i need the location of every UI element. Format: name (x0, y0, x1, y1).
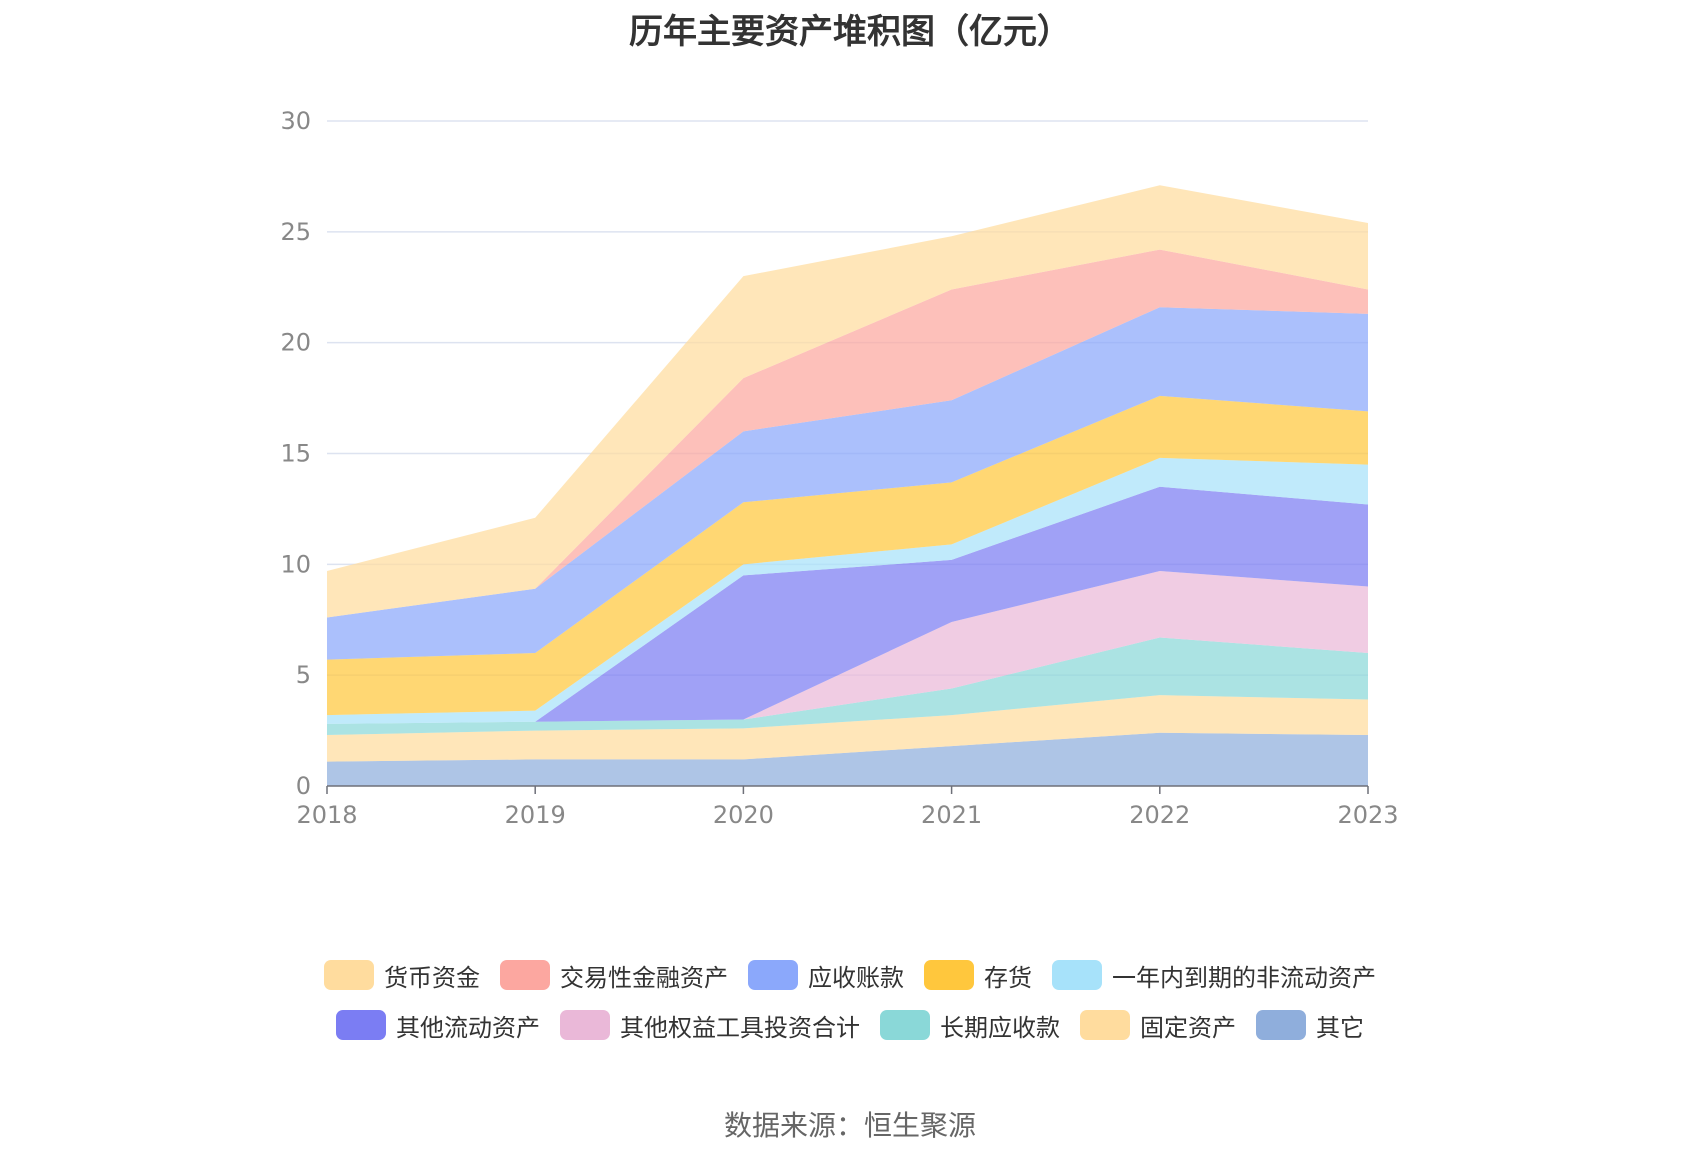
y-tick-label: 5 (296, 661, 311, 689)
area-series-9 (327, 185, 1368, 618)
legend-row-2: 其他流动资产 其他权益工具投资合计 长期应收款 固定资产 其它 (0, 1000, 1700, 1050)
legend-item[interactable]: 固定资产 (1080, 1008, 1236, 1043)
x-tick-label: 2019 (505, 801, 566, 829)
x-tick-label: 2022 (1129, 801, 1190, 829)
legend-item[interactable]: 其它 (1256, 1008, 1364, 1043)
legend-label: 其他流动资产 (396, 1013, 540, 1042)
y-tick-label: 20 (280, 329, 311, 357)
legend-swatch (1080, 1010, 1130, 1040)
legend-item[interactable]: 其他权益工具投资合计 (560, 1008, 860, 1043)
data-source: 数据来源：恒生聚源 (723, 1109, 976, 1142)
axes: 0 5 10 15 20 25 30 2018 2019 2020 2021 2022 2023 (280, 107, 1398, 829)
legend-swatch (880, 1010, 930, 1040)
legend-item[interactable]: 存货 (924, 958, 1032, 993)
x-tick-label: 2023 (1337, 801, 1398, 829)
legend-item[interactable]: 交易性金融资产 (500, 958, 728, 993)
y-tick-label: 0 (296, 772, 311, 800)
legend-label: 应收账款 (808, 963, 904, 992)
area-series-1 (327, 695, 1368, 762)
legend-label: 货币资金 (384, 963, 480, 992)
legend-swatch (560, 1010, 610, 1040)
area-series-2 (327, 637, 1368, 736)
legend-swatch (500, 960, 550, 990)
x-tick-label: 2018 (296, 801, 357, 829)
chart-title: 历年主要资产堆积图（亿元） (629, 12, 1071, 52)
y-tick-label: 15 (280, 440, 311, 468)
legend-swatch (324, 960, 374, 990)
legend-label: 长期应收款 (940, 1013, 1060, 1042)
y-tick-label: 30 (280, 107, 311, 135)
legend-row-1: 货币资金 交易性金融资产 应收账款 存货 一年内到期的非流动资产 (0, 950, 1700, 1000)
area-series-3 (327, 570, 1368, 724)
legend-item[interactable]: 货币资金 (324, 958, 480, 993)
legend-label: 一年内到期的非流动资产 (1112, 963, 1376, 992)
area-series-4 (327, 486, 1368, 724)
legend-swatch (1052, 960, 1102, 990)
legend-label: 存货 (984, 963, 1032, 992)
x-tick-label: 2021 (921, 801, 982, 829)
y-tick-label: 25 (280, 218, 311, 246)
area-series-6 (327, 395, 1368, 716)
area-series-5 (327, 457, 1368, 724)
legend-label: 固定资产 (1140, 1013, 1236, 1042)
area-series-0 (327, 732, 1368, 786)
legend-swatch (1256, 1010, 1306, 1040)
x-tick-label: 2020 (713, 801, 774, 829)
legend-item[interactable]: 长期应收款 (880, 1008, 1060, 1043)
legend-item[interactable]: 应收账款 (748, 958, 904, 993)
legend-label: 其他权益工具投资合计 (620, 1013, 860, 1042)
legend-swatch (336, 1010, 386, 1040)
legend-swatch (924, 960, 974, 990)
area-series-8 (327, 249, 1368, 618)
legend-label: 其它 (1316, 1013, 1364, 1042)
legend-item[interactable]: 一年内到期的非流动资产 (1052, 958, 1376, 993)
legend: 货币资金 交易性金融资产 应收账款 存货 一年内到期的非流动资产 其他流动资产 其他权益工… (0, 950, 1700, 1050)
legend-swatch (748, 960, 798, 990)
area-series-7 (327, 307, 1368, 660)
legend-item[interactable]: 其他流动资产 (336, 1008, 540, 1043)
y-tick-label: 10 (280, 550, 311, 578)
series-areas (327, 185, 1368, 786)
legend-label: 交易性金融资产 (560, 963, 728, 992)
